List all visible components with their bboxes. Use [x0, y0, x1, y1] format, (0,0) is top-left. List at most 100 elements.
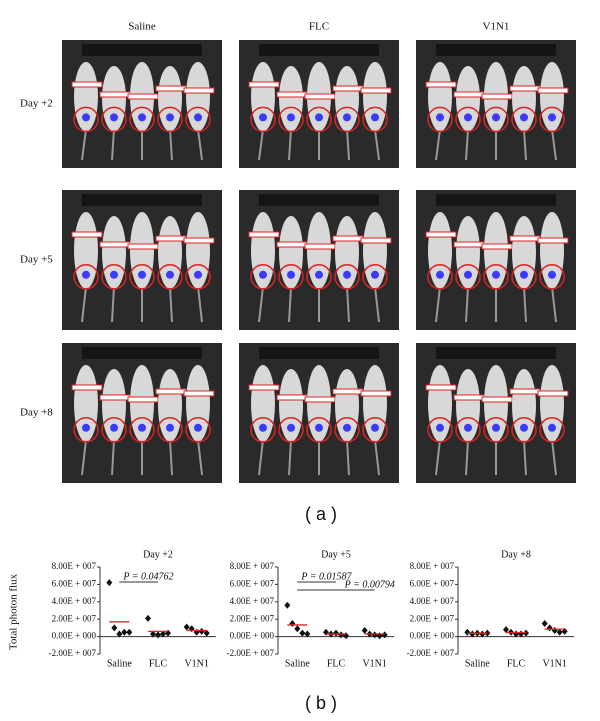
signal — [436, 423, 444, 432]
signal — [138, 423, 146, 432]
mouse — [428, 212, 452, 289]
roi-label — [481, 93, 513, 100]
y-tick-label: 8.00E + 007 — [410, 561, 455, 571]
point — [503, 626, 509, 634]
image-bar — [259, 194, 379, 206]
signal — [166, 423, 174, 432]
mouse — [456, 216, 480, 289]
tail — [435, 286, 441, 323]
tail — [169, 286, 173, 323]
signal — [315, 113, 323, 122]
signal — [315, 270, 323, 279]
image-bar — [82, 347, 202, 359]
mouse — [363, 365, 387, 442]
roi-label — [99, 241, 131, 248]
point — [371, 631, 378, 639]
roi-label — [537, 390, 569, 397]
y-tick-label: 2.00E + 007 — [52, 613, 97, 623]
roi-label — [248, 384, 280, 391]
roi-label — [99, 394, 131, 401]
roi-label — [537, 237, 569, 244]
point — [323, 628, 329, 636]
roi — [306, 106, 332, 133]
point — [165, 629, 171, 637]
mouse — [484, 212, 508, 289]
roi-label — [99, 91, 131, 98]
roi-label — [509, 235, 541, 242]
roi-label — [276, 91, 308, 98]
point — [150, 630, 156, 638]
roi — [427, 106, 453, 133]
roi-label — [304, 93, 336, 100]
mouse — [335, 216, 359, 289]
point — [464, 628, 471, 636]
roi — [185, 106, 211, 133]
x-tick-label: V1N1 — [184, 658, 208, 669]
signal — [343, 113, 351, 122]
p-value: P = 0.00794 — [344, 579, 395, 590]
y-tick-label: 4.00E + 007 — [410, 596, 455, 606]
roi — [455, 417, 481, 443]
tail — [111, 286, 115, 323]
tail — [81, 129, 87, 161]
point — [333, 629, 339, 637]
roi — [539, 264, 565, 290]
point — [284, 601, 291, 609]
mouse — [102, 369, 126, 442]
roi-label — [360, 237, 392, 244]
roi-label — [183, 237, 215, 244]
tail — [374, 286, 380, 323]
point — [338, 631, 344, 639]
roi-label — [537, 87, 569, 94]
point — [188, 625, 195, 633]
tail — [81, 286, 87, 323]
tail — [346, 286, 350, 323]
mouse — [186, 365, 210, 442]
mouse — [158, 369, 182, 442]
point — [299, 629, 306, 637]
point — [479, 630, 486, 638]
roi-label — [127, 243, 159, 250]
signal — [520, 423, 528, 432]
y-tick-label: 0.00E + 000 — [410, 631, 455, 641]
panel-label: ( a ) — [305, 504, 337, 524]
image-bar — [82, 44, 202, 56]
signal — [138, 113, 146, 122]
roi-label — [71, 231, 103, 238]
mouse — [130, 212, 154, 289]
roi — [185, 264, 211, 290]
signal — [315, 423, 323, 432]
tail — [523, 286, 527, 323]
row-label: Day +8 — [20, 407, 53, 419]
panel-label: ( b ) — [305, 693, 337, 713]
roi — [101, 106, 127, 133]
signal — [436, 270, 444, 279]
mouse — [186, 62, 210, 132]
signal — [82, 270, 90, 279]
signal — [82, 423, 90, 432]
mouse — [456, 369, 480, 442]
roi — [157, 264, 183, 290]
roi-label — [453, 91, 485, 98]
roi — [362, 106, 388, 133]
mouse — [74, 212, 98, 289]
roi — [129, 417, 155, 443]
point — [126, 628, 133, 636]
roi-label — [453, 241, 485, 248]
x-tick-label: V1N1 — [362, 658, 386, 669]
signal — [259, 423, 267, 432]
roi — [511, 106, 537, 133]
y-tick-label: 6.00E + 007 — [410, 578, 455, 588]
tail — [523, 129, 527, 161]
signal — [287, 113, 295, 122]
roi-label — [509, 85, 541, 92]
chart-title: Day +2 — [143, 549, 173, 560]
column-label: V1N1 — [483, 21, 510, 33]
mouse — [158, 216, 182, 289]
tail — [551, 439, 557, 476]
signal — [287, 270, 295, 279]
mouse — [186, 212, 210, 289]
roi-label — [276, 394, 308, 401]
p-value: P = 0.01587 — [300, 571, 352, 582]
signal — [110, 423, 118, 432]
